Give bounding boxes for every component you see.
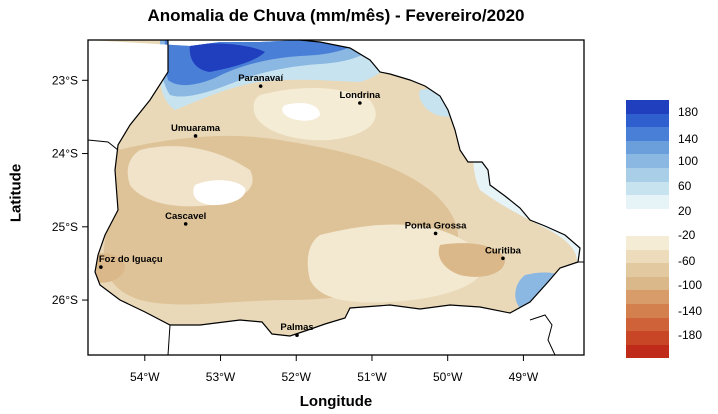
x-tick-label: 49°W: [509, 370, 539, 384]
legend-swatch: [626, 140, 669, 155]
legend-label: 140: [678, 132, 699, 146]
city-marker: [295, 333, 299, 338]
city-marker: [183, 222, 188, 226]
city-label: Cascavel: [165, 211, 206, 222]
legend-label: -140: [678, 304, 703, 318]
legend-label: -100: [678, 278, 703, 292]
legend-swatch: [626, 249, 669, 264]
legend-swatch: [626, 290, 669, 304]
anomaly-weak-zone-south: [307, 224, 483, 303]
legend-swatch: [626, 154, 669, 168]
city-marker: [358, 101, 362, 105]
color-legend: 180 140 100 60 20 -20 -60 -100 -140 -180: [626, 100, 716, 360]
legend-swatch: [626, 113, 669, 128]
legend-swatch: [626, 100, 669, 114]
legend-swatch: [626, 181, 669, 196]
legend-swatch: [626, 304, 669, 318]
legend-label: -180: [678, 328, 703, 342]
city-marker: [193, 134, 198, 138]
city-marker: [433, 231, 438, 236]
x-tick-label: 53°W: [206, 370, 236, 384]
city-marker: [501, 256, 505, 261]
coastline-south: [529, 314, 556, 356]
city-label: Curitiba: [485, 245, 522, 256]
city-marker: [258, 84, 263, 88]
legend-swatch: [626, 317, 669, 332]
y-tick-label: 24°S: [52, 147, 78, 161]
city-label: Palmas: [280, 322, 313, 333]
city-label: Umuarama: [171, 123, 221, 134]
legend-label: 60: [678, 179, 692, 193]
x-tick-label: 52°W: [282, 370, 312, 384]
legend-swatch: [626, 168, 669, 182]
legend-label: 100: [678, 154, 699, 168]
city-label: Ponta Grossa: [405, 220, 467, 231]
legend-swatch: [626, 331, 669, 345]
city-label: Paranavaí: [238, 73, 283, 84]
city-label: Foz do Iguaçu: [99, 254, 163, 265]
legend-swatch: [626, 127, 669, 141]
y-tick-label: 26°S: [52, 293, 78, 307]
border-west: [87, 139, 119, 151]
chart-title: Anomalia de Chuva (mm/mês) - Fevereiro/2…: [147, 6, 525, 25]
x-axis-label: Longitude: [299, 393, 373, 410]
x-tick-label: 50°W: [433, 370, 463, 384]
legend-label: -60: [678, 254, 696, 268]
x-tick-label: 54°W: [130, 370, 160, 384]
legend-swatch: [626, 276, 669, 291]
y-tick-label: 23°S: [52, 73, 78, 87]
legend-swatch: [626, 195, 669, 209]
state-border: [94, 39, 581, 337]
legend-swatch: [626, 263, 669, 277]
anomaly-neutral-spot: [193, 180, 246, 206]
legend-label: -20: [678, 228, 696, 242]
legend-label: 180: [678, 105, 699, 119]
x-tick-label: 51°W: [357, 370, 387, 384]
legend-label: 20: [678, 204, 692, 218]
city-marker: [99, 265, 103, 269]
border-south-west: [167, 324, 171, 356]
anomaly-neutral-spot-north: [282, 103, 320, 121]
city-label: Londrina: [340, 90, 381, 101]
anomaly-negative-curitiba: [438, 243, 505, 277]
y-tick-label: 25°S: [52, 220, 78, 234]
legend-swatch: [626, 236, 669, 250]
legend-swatch: [626, 344, 669, 359]
anomaly-positive-north-max: [189, 43, 265, 72]
plot-frame: [87, 39, 585, 356]
